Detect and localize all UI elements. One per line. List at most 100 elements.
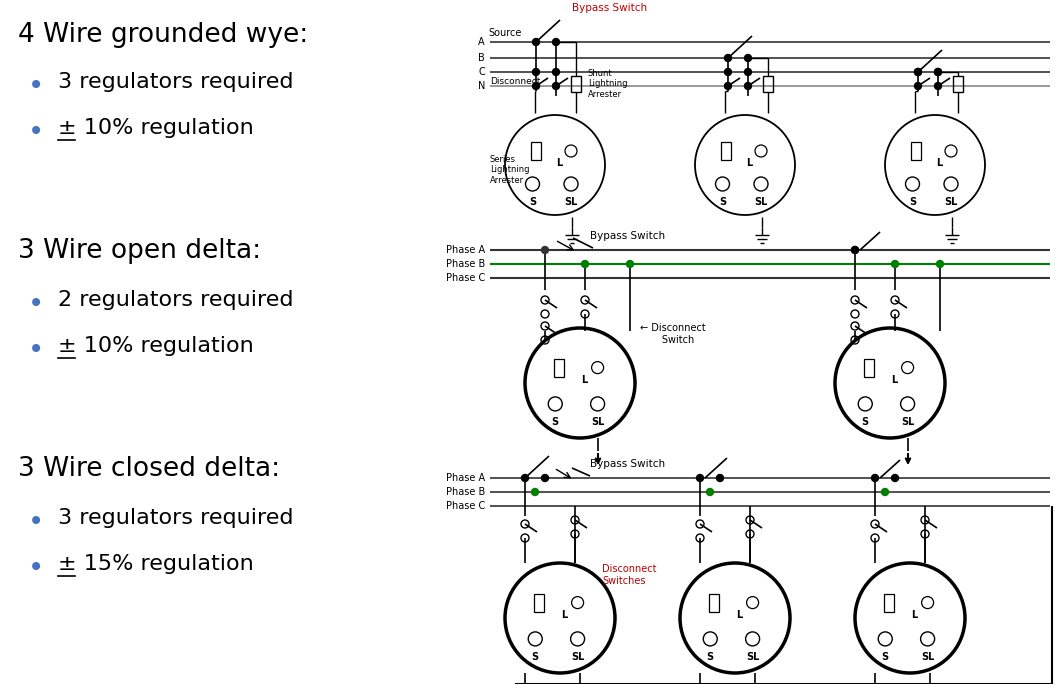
Text: Bypass Switch: Bypass Switch — [572, 3, 647, 13]
Circle shape — [745, 83, 751, 90]
Circle shape — [935, 68, 941, 75]
Text: Phase C: Phase C — [446, 501, 485, 511]
Text: 2 regulators required: 2 regulators required — [58, 290, 293, 310]
Text: Disconnect
Switches: Disconnect Switches — [602, 564, 656, 586]
Circle shape — [891, 475, 899, 482]
Circle shape — [533, 68, 539, 75]
Circle shape — [915, 83, 921, 90]
Bar — [912, 142, 921, 160]
Text: •: • — [28, 290, 44, 318]
Circle shape — [725, 68, 731, 75]
Circle shape — [581, 261, 589, 267]
Text: Phase A: Phase A — [446, 245, 485, 255]
Circle shape — [745, 68, 751, 75]
Text: L: L — [736, 610, 743, 620]
Circle shape — [553, 68, 559, 75]
Text: L: L — [912, 610, 918, 620]
Bar — [709, 594, 720, 611]
Bar — [571, 76, 581, 92]
Text: L: L — [936, 157, 942, 168]
Circle shape — [553, 38, 559, 46]
Bar — [884, 594, 894, 611]
Circle shape — [935, 68, 941, 75]
Text: Phase B: Phase B — [446, 487, 485, 497]
Text: S: S — [529, 197, 536, 207]
Text: Phase B: Phase B — [446, 259, 485, 269]
Text: A: A — [478, 37, 485, 47]
Circle shape — [937, 261, 943, 267]
Text: SL: SL — [746, 652, 760, 662]
Circle shape — [521, 475, 529, 482]
Text: S: S — [909, 197, 916, 207]
Text: SL: SL — [901, 417, 915, 427]
Text: SL: SL — [921, 652, 935, 662]
Bar — [721, 142, 731, 160]
Text: Bypass Switch: Bypass Switch — [590, 459, 665, 469]
Text: N: N — [478, 81, 485, 91]
Text: L: L — [891, 376, 898, 385]
Text: ← Disconnect
       Switch: ← Disconnect Switch — [640, 323, 706, 345]
Circle shape — [915, 68, 921, 75]
Text: SL: SL — [754, 197, 768, 207]
Text: S: S — [718, 197, 726, 207]
Text: 3 Wire open delta:: 3 Wire open delta: — [18, 238, 262, 264]
Text: B: B — [478, 53, 485, 63]
Text: Phase A: Phase A — [446, 473, 485, 483]
Circle shape — [532, 488, 538, 495]
Text: SL: SL — [591, 417, 605, 427]
Text: Shunt
Lightning
Arrester: Shunt Lightning Arrester — [588, 69, 628, 99]
Text: Phase C: Phase C — [446, 273, 485, 283]
Bar — [864, 358, 875, 377]
Bar — [554, 358, 564, 377]
Text: 3 regulators required: 3 regulators required — [58, 508, 293, 528]
Text: Disconnect: Disconnect — [490, 77, 540, 86]
Text: S: S — [532, 652, 539, 662]
Bar — [531, 142, 541, 160]
Text: L: L — [556, 157, 562, 168]
Text: C: C — [478, 67, 485, 77]
Circle shape — [533, 83, 539, 90]
Text: Series
Lightning
Arrester: Series Lightning Arrester — [490, 155, 530, 185]
Text: 3 regulators required: 3 regulators required — [58, 72, 293, 92]
Text: ± 10% regulation: ± 10% regulation — [58, 336, 254, 356]
Text: L: L — [746, 157, 752, 168]
Bar — [953, 76, 963, 92]
Circle shape — [533, 38, 539, 46]
Circle shape — [851, 246, 859, 254]
Text: SL: SL — [571, 652, 584, 662]
Text: ± 10% regulation: ± 10% regulation — [58, 118, 254, 138]
Bar — [763, 76, 773, 92]
Text: •: • — [28, 336, 44, 364]
Circle shape — [935, 83, 941, 90]
Circle shape — [915, 68, 921, 75]
Text: L: L — [561, 610, 568, 620]
Text: S: S — [882, 652, 888, 662]
Text: S: S — [862, 417, 869, 427]
Circle shape — [541, 475, 549, 482]
Circle shape — [553, 83, 559, 90]
Circle shape — [707, 488, 713, 495]
Text: S: S — [552, 417, 559, 427]
Circle shape — [851, 246, 859, 254]
Text: L: L — [581, 376, 588, 385]
Text: S: S — [707, 652, 714, 662]
Circle shape — [745, 55, 751, 62]
Circle shape — [725, 83, 731, 90]
Circle shape — [871, 475, 879, 482]
Text: SL: SL — [564, 197, 578, 207]
Text: SL: SL — [944, 197, 958, 207]
Text: Bypass Switch: Bypass Switch — [590, 231, 665, 241]
Text: ± 15% regulation: ± 15% regulation — [58, 554, 254, 574]
Bar — [534, 594, 544, 611]
Circle shape — [725, 55, 731, 62]
Circle shape — [882, 488, 888, 495]
Text: 3 Wire closed delta:: 3 Wire closed delta: — [18, 456, 281, 482]
Text: •: • — [28, 72, 44, 100]
Circle shape — [696, 475, 704, 482]
Circle shape — [891, 261, 899, 267]
Text: 4 Wire grounded wye:: 4 Wire grounded wye: — [18, 22, 308, 48]
Text: •: • — [28, 554, 44, 582]
Text: •: • — [28, 508, 44, 536]
Text: Source: Source — [488, 28, 521, 38]
Circle shape — [716, 475, 724, 482]
